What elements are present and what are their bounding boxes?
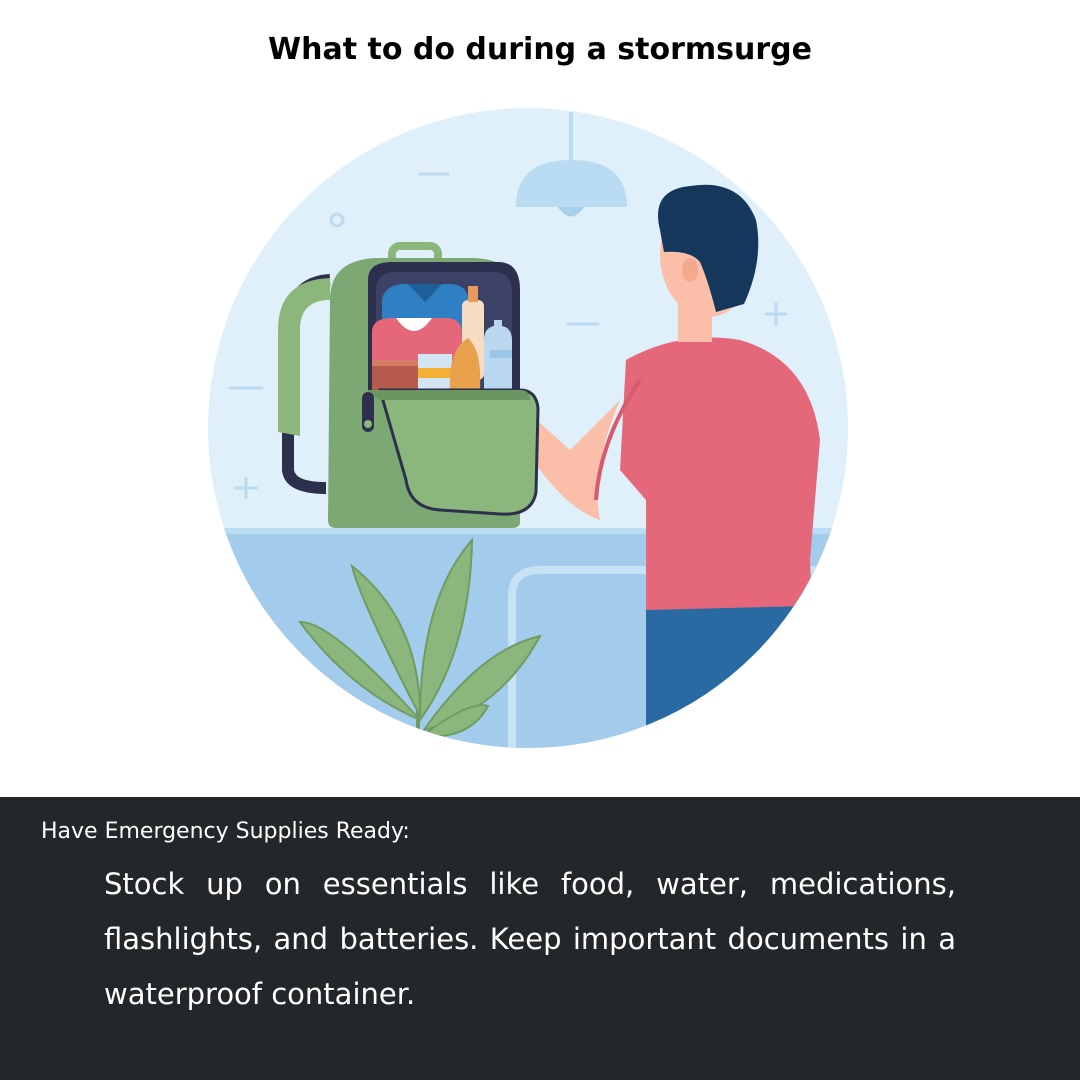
emergency-backpack-illustration <box>208 108 848 748</box>
decorative-marks-icon <box>228 172 788 500</box>
section-heading: Have Emergency Supplies Ready: <box>41 819 410 844</box>
hanging-lamp-icon <box>516 112 627 217</box>
plant-icon <box>298 537 542 740</box>
section-body: Stock up on essentials like food, water,… <box>104 867 956 1011</box>
person-icon <box>474 184 820 748</box>
backpack-icon <box>278 242 540 528</box>
page-title: What to do during a stormsurge <box>268 32 812 67</box>
info-panel: Have Emergency Supplies Ready: Stock up … <box>0 797 1080 1080</box>
